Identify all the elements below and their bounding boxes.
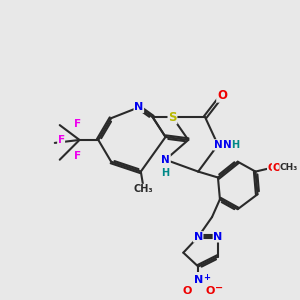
Text: CH₃: CH₃ bbox=[280, 163, 298, 172]
Text: N: N bbox=[213, 232, 223, 242]
Text: N: N bbox=[161, 155, 170, 165]
Text: N: N bbox=[134, 102, 143, 112]
Text: −: − bbox=[215, 283, 223, 293]
Text: N: N bbox=[223, 140, 232, 150]
Text: O: O bbox=[206, 286, 215, 296]
Text: N: N bbox=[214, 140, 222, 150]
Text: O: O bbox=[272, 163, 281, 172]
Text: H: H bbox=[231, 140, 239, 150]
Text: N: N bbox=[194, 275, 203, 285]
Text: N: N bbox=[194, 275, 203, 285]
Text: O: O bbox=[268, 163, 277, 172]
Text: O: O bbox=[206, 286, 215, 296]
Text: O: O bbox=[217, 89, 227, 102]
Text: N: N bbox=[194, 232, 203, 242]
Text: +: + bbox=[203, 273, 211, 282]
Text: F: F bbox=[74, 119, 82, 129]
Text: O: O bbox=[183, 286, 192, 296]
Text: F: F bbox=[74, 151, 82, 161]
Text: F: F bbox=[58, 135, 65, 145]
Text: H: H bbox=[161, 168, 169, 178]
Text: S: S bbox=[168, 111, 177, 124]
Text: N: N bbox=[161, 155, 170, 165]
Text: CH₃: CH₃ bbox=[134, 184, 154, 194]
Text: O: O bbox=[183, 286, 192, 296]
